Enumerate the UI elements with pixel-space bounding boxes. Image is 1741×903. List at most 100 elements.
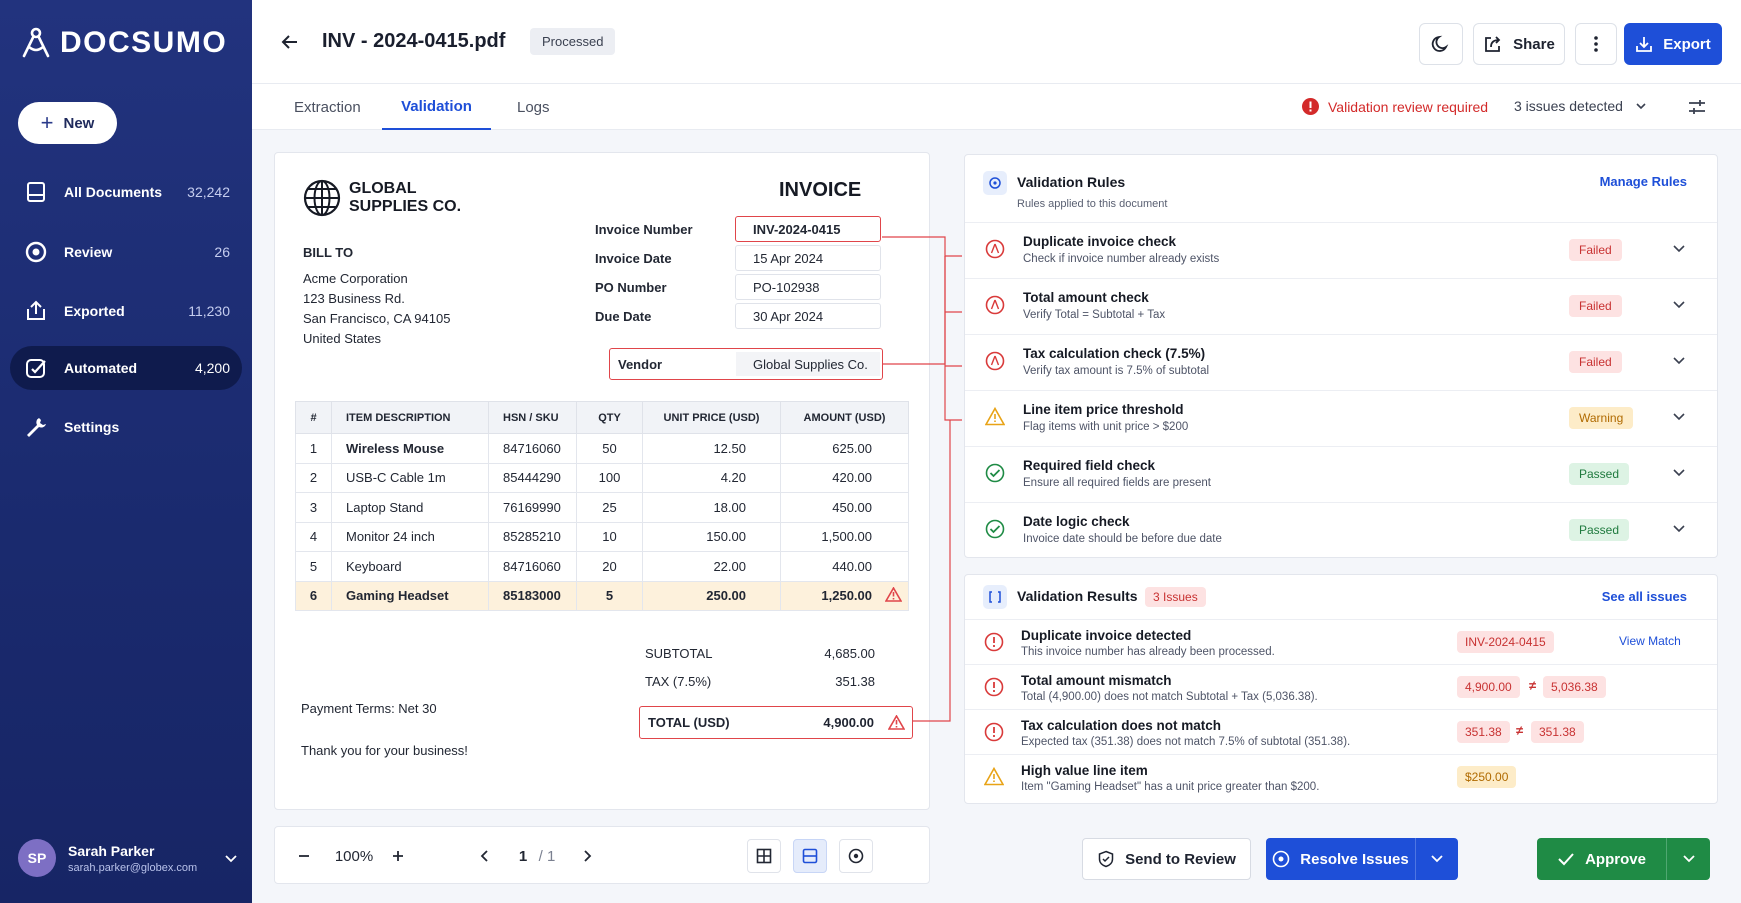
field-value[interactable]: 15 Apr 2024	[735, 245, 881, 271]
table-row[interactable]: 3 Laptop Stand 76169990 25 18.00 450.00	[295, 492, 909, 523]
fit-view-button[interactable]	[839, 839, 873, 873]
export-button[interactable]: Export	[1624, 23, 1722, 65]
logo[interactable]: DOCSUMO	[20, 26, 227, 60]
chevron-down-icon[interactable]	[1672, 467, 1686, 479]
field-po-number[interactable]: PO Number PO-102938	[595, 274, 895, 300]
tax-value: 351.38	[835, 674, 875, 689]
zoom-out-button[interactable]	[289, 841, 319, 871]
cell-number: 1	[295, 433, 332, 464]
field-due-date[interactable]: Due Date 30 Apr 2024	[595, 303, 895, 329]
rule-row[interactable]: Duplicate invoice check Check if invoice…	[965, 222, 1717, 277]
prev-page-button[interactable]	[473, 841, 497, 871]
result-value-chip: 4,900.00	[1457, 676, 1520, 698]
result-expected-chip: 351.38	[1531, 721, 1584, 743]
new-button[interactable]: + New	[18, 102, 117, 144]
rule-description: Ensure all required fields are present	[1023, 477, 1211, 489]
rule-row[interactable]: Total amount check Verify Total = Subtot…	[965, 278, 1717, 333]
result-name: Tax calculation does not match	[1021, 718, 1222, 733]
sidebar-item-settings[interactable]: Settings	[10, 405, 242, 449]
resolve-issues-button-group: Resolve Issues	[1266, 838, 1458, 880]
field-invoice-number[interactable]: Invoice Number INV-2024-0415	[595, 216, 895, 242]
table-row[interactable]: 2 USB-C Cable 1m 85444290 100 4.20 420.0…	[295, 462, 909, 493]
rule-row[interactable]: Line item price threshold Flag items wit…	[965, 390, 1717, 445]
tax-label: TAX (7.5%)	[645, 674, 712, 689]
page-title: INV - 2024-0415.pdf	[322, 30, 506, 52]
chevron-down-icon[interactable]	[1672, 299, 1686, 311]
table-row-flagged[interactable]: 6 Gaming Headset 85183000 5 250.00 1,250…	[295, 580, 909, 611]
bill-to-line: 123 Business Rd.	[303, 291, 405, 306]
status-badge: Failed	[1569, 351, 1622, 373]
chevron-down-icon	[225, 855, 237, 863]
resolve-issues-dropdown[interactable]	[1416, 853, 1458, 865]
share-button[interactable]: Share	[1473, 23, 1565, 65]
cell-price: 250.00	[642, 580, 781, 611]
field-value[interactable]: 30 Apr 2024	[735, 303, 881, 329]
resolve-issues-button[interactable]: Resolve Issues	[1266, 838, 1416, 880]
chevron-down-icon[interactable]	[1672, 243, 1686, 255]
grid-view-button[interactable]	[747, 839, 781, 873]
chevron-down-icon[interactable]	[1672, 411, 1686, 423]
more-options-button[interactable]	[1575, 23, 1617, 65]
column-header: UNIT PRICE (USD)	[642, 401, 781, 434]
table-row[interactable]: 4 Monitor 24 inch 85285210 10 150.00 1,5…	[295, 521, 909, 552]
cell-amount: 450.00	[780, 492, 909, 523]
split-view-icon	[802, 848, 818, 864]
send-to-review-button[interactable]: Send to Review	[1082, 838, 1251, 880]
theme-toggle-button[interactable]	[1419, 23, 1463, 65]
issues-dropdown[interactable]: 3 issues detected	[1514, 98, 1647, 114]
user-email: sarah.parker@globex.com	[68, 861, 198, 874]
back-arrow-icon[interactable]	[278, 30, 302, 54]
field-value[interactable]: INV-2024-0415	[735, 216, 881, 242]
split-view-button[interactable]	[793, 839, 827, 873]
next-page-button[interactable]	[575, 841, 599, 871]
view-match-link[interactable]: View Match	[1619, 634, 1681, 648]
result-row[interactable]: Tax calculation does not match Expected …	[965, 709, 1717, 754]
result-row[interactable]: High value line item Item "Gaming Headse…	[965, 754, 1717, 799]
validation-warning: Validation review required	[1302, 98, 1488, 115]
tab-extraction[interactable]: Extraction	[294, 98, 361, 116]
chevron-down-icon[interactable]	[1672, 523, 1686, 535]
page-number[interactable]: 1	[518, 847, 528, 865]
rule-row[interactable]: Required field check Ensure all required…	[965, 446, 1717, 501]
result-row[interactable]: Duplicate invoice detected This invoice …	[965, 619, 1717, 664]
cell-qty: 20	[576, 551, 643, 582]
approve-dropdown[interactable]	[1667, 853, 1710, 865]
chevron-down-icon[interactable]	[1672, 355, 1686, 367]
filter-sliders-icon[interactable]	[1686, 96, 1708, 118]
sidebar-item-exported[interactable]: Exported 11,230	[10, 289, 242, 333]
sidebar-item-review[interactable]: Review 26	[10, 230, 242, 274]
moon-icon	[1431, 35, 1449, 52]
result-row[interactable]: Total amount mismatch Total (4,900.00) d…	[965, 664, 1717, 709]
total-field[interactable]: TOTAL (USD) 4,900.00	[639, 706, 913, 739]
tab-validation[interactable]: Validation	[382, 84, 491, 130]
rule-description: Check if invoice number already exists	[1023, 253, 1220, 265]
rule-row[interactable]: Tax calculation check (7.5%) Verify tax …	[965, 334, 1717, 389]
table-row[interactable]: 5 Keyboard 84716060 20 22.00 440.00	[295, 551, 909, 582]
rule-row[interactable]: Date logic check Invoice date should be …	[965, 502, 1717, 557]
table-row[interactable]: 1 Wireless Mouse 84716060 50 12.50 625.0…	[295, 433, 909, 464]
resolve-issues-label: Resolve Issues	[1300, 850, 1409, 868]
bill-to-line: Acme Corporation	[303, 271, 408, 286]
zoom-in-button[interactable]	[383, 841, 413, 871]
field-value[interactable]: Global Supplies Co.	[736, 352, 880, 376]
status-badge: Failed	[1569, 239, 1622, 261]
user-name: Sarah Parker	[68, 842, 155, 859]
sidebar-item-all-documents[interactable]: All Documents 32,242	[10, 170, 242, 214]
tab-bar: Extraction Validation Logs Validation re…	[252, 84, 1741, 130]
result-description: Total (4,900.00) does not match Subtotal…	[1021, 691, 1318, 703]
field-vendor[interactable]: Vendor Global Supplies Co.	[609, 348, 883, 380]
tab-logs[interactable]: Logs	[517, 98, 550, 116]
see-all-issues-link[interactable]: See all issues	[1601, 589, 1687, 604]
sidebar-item-automated[interactable]: Automated 4,200	[10, 346, 242, 390]
approve-button[interactable]: Approve	[1537, 838, 1667, 880]
eye-icon	[24, 240, 48, 264]
field-invoice-date[interactable]: Invoice Date 15 Apr 2024	[595, 245, 895, 271]
manage-rules-link[interactable]: Manage Rules	[1599, 174, 1687, 189]
field-label: Invoice Date	[595, 250, 672, 266]
cell-qty: 10	[576, 521, 643, 552]
rule-name: Line item price threshold	[1023, 402, 1184, 417]
user-menu[interactable]: SP Sarah Parker sarah.parker@globex.com	[18, 838, 238, 878]
cell-number: 5	[295, 551, 332, 582]
field-value[interactable]: PO-102938	[735, 274, 881, 300]
check-circle-icon	[985, 519, 1005, 539]
